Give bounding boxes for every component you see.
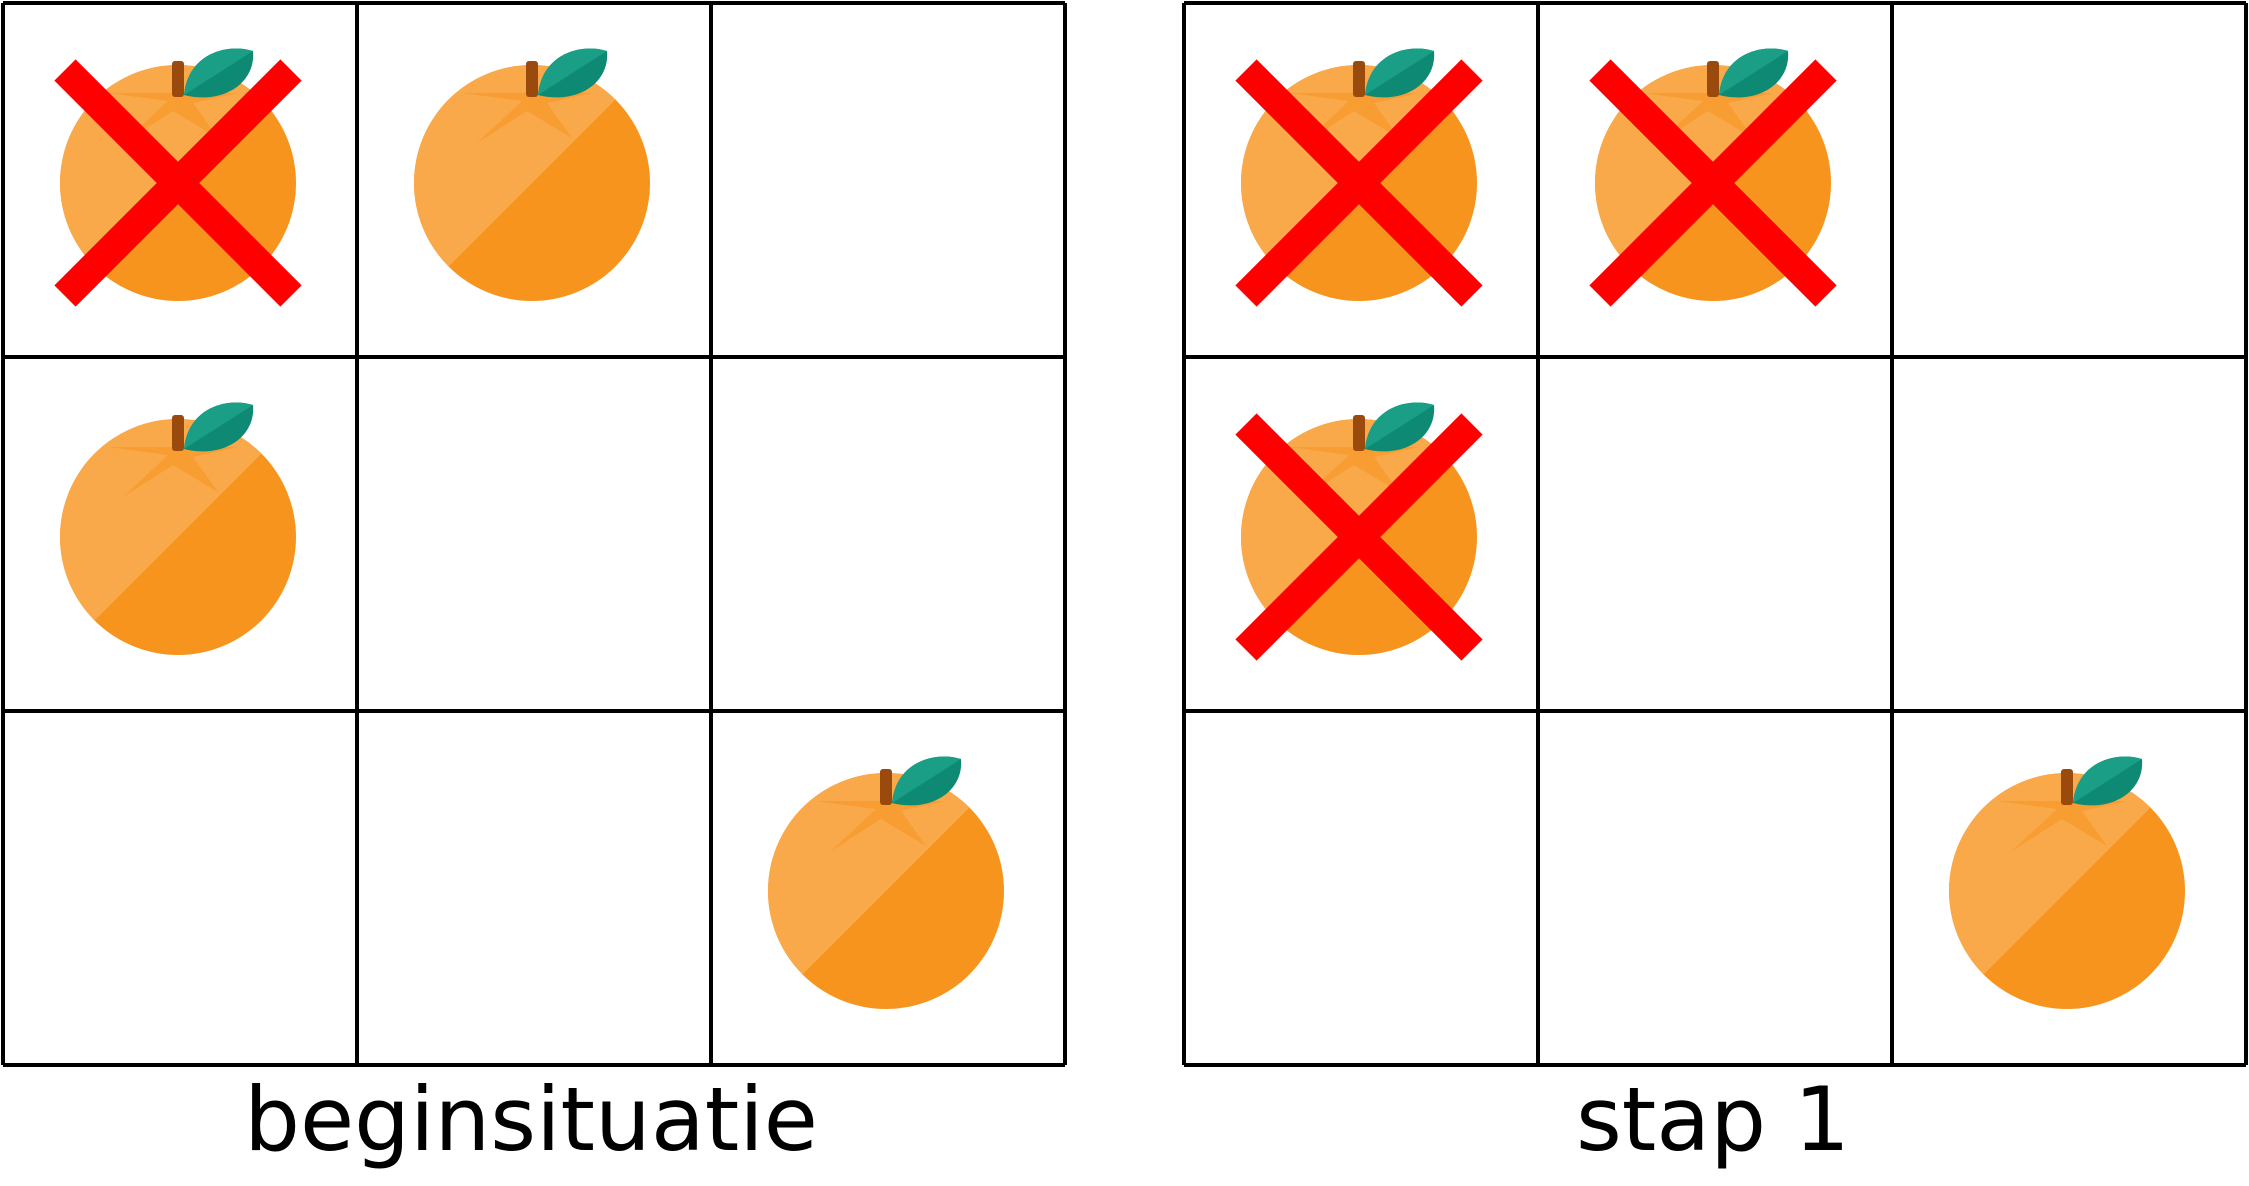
orange-icon: [768, 756, 1004, 1009]
grid-stap-1: [1182, 1, 2248, 1067]
caption-stap-1: stap 1: [1576, 1068, 1850, 1171]
grid-beginsituatie: [1, 1, 1067, 1067]
grid-lines: [1, 1, 1067, 1067]
grid-lines: [1182, 1, 2248, 1067]
red-cross-icon: [54, 59, 302, 307]
caption-beginsituatie: beginsituatie: [244, 1068, 818, 1171]
red-cross-icon: [1235, 59, 1483, 307]
red-cross-icon: [1235, 413, 1483, 661]
red-cross-icon: [1589, 59, 1837, 307]
orange-icon: [414, 48, 650, 301]
orange-icon: [60, 402, 296, 655]
orange-icon: [1949, 756, 2185, 1009]
